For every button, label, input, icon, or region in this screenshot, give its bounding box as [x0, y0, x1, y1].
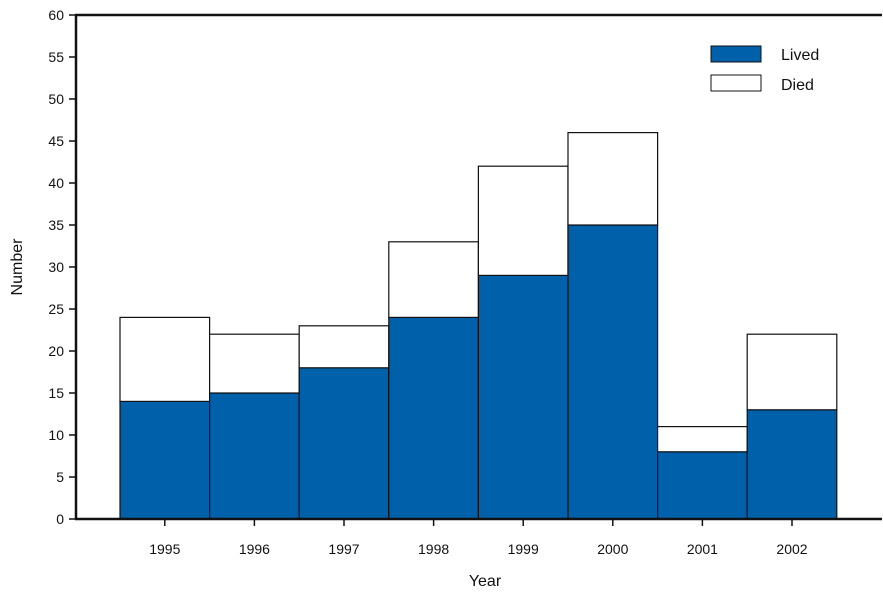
x-tick-label: 1998: [418, 541, 449, 557]
bar-lived-1998: [388, 316, 479, 520]
y-tick-label: 60: [48, 7, 64, 23]
x-tick-label: 1999: [508, 541, 539, 557]
bar-lived-1996: [209, 392, 300, 520]
y-tick-label: 25: [48, 301, 64, 317]
y-tick-label: 5: [56, 469, 64, 485]
y-axis-title: Number: [9, 238, 26, 296]
bar-lived-1997: [298, 367, 390, 520]
x-tick-label: 1996: [239, 541, 270, 557]
bar-died-1996: [209, 333, 300, 394]
x-tick-label: 1997: [328, 541, 359, 557]
legend-swatch-died: [710, 74, 762, 92]
bar-lived-2000: [567, 224, 659, 520]
legend-label-died: Died: [781, 77, 814, 94]
x-tick-label: 2001: [687, 541, 718, 557]
x-tick-label: 1995: [149, 541, 180, 557]
x-axis-ticks: 1995 1996 1997 1998 1999 2000 2001 2002: [149, 519, 808, 557]
bar-lived-2002: [746, 409, 838, 520]
y-tick-label: 15: [48, 385, 64, 401]
bar-died-1998: [388, 241, 479, 319]
bars: [119, 132, 838, 520]
y-tick-label: 30: [48, 259, 64, 275]
bar-lived-1999: [477, 274, 569, 520]
x-axis-title: Year: [469, 573, 502, 590]
bar-died-1997: [298, 325, 390, 369]
bar-lived-2001: [656, 451, 748, 520]
bar-died-1995: [119, 316, 211, 402]
y-tick-label: 55: [48, 49, 64, 65]
legend-swatch-lived: [710, 45, 762, 63]
legend-label-lived: Lived: [781, 47, 819, 64]
x-tick-label: 2002: [776, 541, 807, 557]
bar-lived-1995: [119, 400, 211, 520]
bar-died-1999: [477, 165, 569, 276]
y-tick-label: 45: [48, 133, 64, 149]
bar-died-2002: [746, 333, 838, 411]
bar-died-2000: [567, 132, 659, 226]
legend: Lived Died: [710, 45, 819, 94]
y-tick-label: 50: [48, 91, 64, 107]
bar-died-2001: [656, 426, 748, 453]
y-tick-label: 20: [48, 343, 64, 359]
x-tick-label: 2000: [597, 541, 628, 557]
y-tick-label: 0: [56, 511, 64, 527]
y-tick-label: 10: [48, 427, 64, 443]
y-tick-label: 35: [48, 217, 64, 233]
y-tick-label: 40: [48, 175, 64, 191]
y-axis-ticks: 0 5 10 15 20 25 30 35 40 45 50 55 60: [48, 7, 76, 527]
